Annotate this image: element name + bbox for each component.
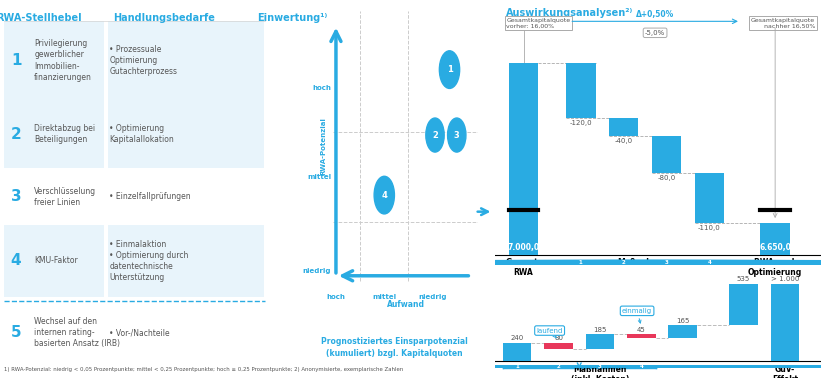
Text: > 1.000: > 1.000 <box>771 276 799 282</box>
Text: 7.000,0: 7.000,0 <box>507 243 540 252</box>
Circle shape <box>423 260 825 265</box>
Text: 2: 2 <box>622 260 625 265</box>
Text: 2: 2 <box>557 364 560 369</box>
Circle shape <box>158 366 825 367</box>
Text: 3: 3 <box>11 189 21 204</box>
Bar <box>761 223 790 256</box>
Text: 185: 185 <box>593 327 606 333</box>
Circle shape <box>75 366 825 367</box>
Text: 2: 2 <box>11 127 21 142</box>
Text: Maßnahmen: Maßnahmen <box>617 258 671 267</box>
Text: -40,0: -40,0 <box>615 138 633 144</box>
Text: • Einzelfallprüfungen: • Einzelfallprüfungen <box>110 192 191 201</box>
Text: 80: 80 <box>554 335 563 341</box>
Text: mittel: mittel <box>372 294 396 300</box>
Bar <box>4 21 104 100</box>
Text: 535: 535 <box>737 276 750 282</box>
Text: 3: 3 <box>454 130 460 139</box>
Bar <box>566 63 596 118</box>
Text: Handlungsbedarfe: Handlungsbedarfe <box>113 13 214 23</box>
Circle shape <box>337 260 825 265</box>
Text: Prognostiziertes Einsparpotenzial
(kumuliert) bzgl. Kapitalquoten: Prognostiziertes Einsparpotenzial (kumul… <box>321 337 467 358</box>
Text: Direktabzug bei
Beteiligungen: Direktabzug bei Beteiligungen <box>35 124 96 144</box>
Text: 3: 3 <box>598 364 602 369</box>
Bar <box>627 335 656 338</box>
Text: • Prozessuale
Optimierung
Gutachterprozess: • Prozessuale Optimierung Gutachterproze… <box>110 45 177 76</box>
Text: RWA nach
Optimierung: RWA nach Optimierung <box>748 258 802 277</box>
Text: Verschlüsselung
freier Linien: Verschlüsselung freier Linien <box>35 186 97 207</box>
Text: 1: 1 <box>516 364 519 369</box>
Text: Einwertung¹⁾: Einwertung¹⁾ <box>257 13 328 23</box>
Bar <box>4 100 104 168</box>
Text: Auswirkungsanalysen²⁾: Auswirkungsanalysen²⁾ <box>507 8 634 19</box>
Text: Gesamtkapitalquote
vorher: 16,00%: Gesamtkapitalquote vorher: 16,00% <box>507 18 571 28</box>
Text: -: - <box>577 361 582 372</box>
Bar <box>771 284 799 361</box>
Text: 1: 1 <box>11 53 21 68</box>
Bar <box>4 225 104 297</box>
Text: hoch: hoch <box>327 294 346 300</box>
Text: 6.650,0: 6.650,0 <box>759 243 791 252</box>
Circle shape <box>374 176 394 214</box>
Bar <box>586 335 615 349</box>
Bar <box>107 225 264 297</box>
Circle shape <box>380 260 825 265</box>
Text: -110,0: -110,0 <box>698 225 721 231</box>
Bar <box>509 63 539 256</box>
Text: niedrig: niedrig <box>303 268 331 274</box>
Bar <box>695 173 724 223</box>
Text: -5,0%: -5,0% <box>645 30 665 36</box>
Text: 165: 165 <box>676 318 690 324</box>
Text: • Vor-/Nachteile: • Vor-/Nachteile <box>110 328 170 337</box>
Text: 3: 3 <box>665 260 668 265</box>
Text: RWA-Potenzial: RWA-Potenzial <box>320 117 326 175</box>
Text: 4: 4 <box>381 191 387 200</box>
Text: GuV-
Effekt: GuV- Effekt <box>772 365 798 378</box>
Bar <box>544 342 573 349</box>
Text: -80,0: -80,0 <box>658 175 676 181</box>
Text: RWA-Stellhebel: RWA-Stellhebel <box>0 13 82 23</box>
Bar <box>652 136 681 173</box>
Bar <box>107 100 264 168</box>
Text: Aufwand: Aufwand <box>387 300 425 309</box>
Text: laufend: laufend <box>536 328 563 338</box>
Circle shape <box>426 118 444 152</box>
Text: 4: 4 <box>11 253 21 268</box>
Text: mittel: mittel <box>307 174 331 180</box>
Text: 2: 2 <box>432 130 438 139</box>
Bar <box>729 284 758 325</box>
Circle shape <box>448 118 466 152</box>
Text: 1) RWA-Potenzial: niedrig < 0,05 Prozentpunkte; mittel < 0,25 Prozentpunkte; hoc: 1) RWA-Potenzial: niedrig < 0,05 Prozent… <box>4 367 403 372</box>
Text: KMU-Faktor: KMU-Faktor <box>35 256 78 265</box>
Text: Privilegierung
gewerblicher
Immobilien-
finanzierungen: Privilegierung gewerblicher Immobilien- … <box>35 39 92 82</box>
Text: 1: 1 <box>579 260 582 265</box>
Text: 45: 45 <box>637 327 646 333</box>
Text: niedrig: niedrig <box>418 294 447 300</box>
Text: • Einmalaktion
• Optimierung durch
datentechnische
Unterstützung: • Einmalaktion • Optimierung durch daten… <box>110 240 189 282</box>
Bar <box>107 21 264 100</box>
Circle shape <box>295 260 825 265</box>
Text: Maßnahmen
(inkl. Kosten): Maßnahmen (inkl. Kosten) <box>571 365 629 378</box>
Text: einmalig: einmalig <box>622 308 652 323</box>
Bar <box>502 342 531 361</box>
Text: Wechsel auf den
internen rating-
basierten Ansatz (IRB): Wechsel auf den internen rating- basiert… <box>35 317 120 348</box>
Text: 4: 4 <box>639 364 644 369</box>
Text: Δ+0,50%: Δ+0,50% <box>636 11 674 20</box>
Text: 240: 240 <box>511 335 524 341</box>
Bar <box>609 118 639 136</box>
Text: hoch: hoch <box>312 85 331 91</box>
Bar <box>668 325 697 338</box>
Circle shape <box>200 366 825 367</box>
Circle shape <box>116 366 825 367</box>
Text: 4: 4 <box>708 260 711 265</box>
Text: 5: 5 <box>11 325 21 340</box>
Text: Gesamtkapitalquote
nachher 16,50%: Gesamtkapitalquote nachher 16,50% <box>751 18 815 28</box>
Text: Gesamt-
RWA: Gesamt- RWA <box>506 258 541 277</box>
Text: 1: 1 <box>446 65 452 74</box>
Circle shape <box>440 51 460 88</box>
Text: -120,0: -120,0 <box>569 119 592 125</box>
Text: • Optimierung
Kapitalallokation: • Optimierung Kapitalallokation <box>110 124 174 144</box>
